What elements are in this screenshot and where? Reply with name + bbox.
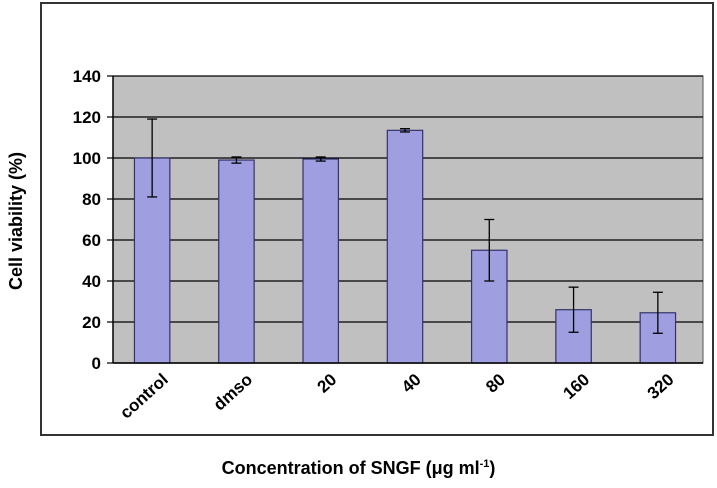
- x-tick-label: 20: [314, 370, 341, 397]
- x-tick-label: 160: [559, 370, 593, 403]
- y-axis-label: Cell viability (%): [6, 152, 26, 290]
- x-tick-label: 80: [482, 370, 509, 397]
- x-tick-label: control: [116, 370, 172, 423]
- x-tick-label: 40: [398, 370, 425, 397]
- bar-40: [386, 129, 424, 364]
- y-tick-label: 0: [92, 354, 101, 373]
- bar-dmso: [218, 159, 255, 364]
- y-tick-label: 140: [73, 67, 101, 86]
- y-tick-label: 100: [73, 149, 101, 168]
- y-tick-label: 80: [82, 190, 101, 209]
- y-tick-label: 120: [73, 108, 101, 127]
- y-tick-label: 20: [82, 313, 101, 332]
- bar-20: [302, 158, 340, 364]
- y-tick-label: 60: [82, 231, 101, 250]
- x-axis-label-main: Concentration of SNGF (μg ml: [221, 458, 480, 478]
- x-tick-label: 320: [644, 370, 678, 403]
- y-tick-label: 40: [82, 272, 101, 291]
- x-tick-label: dmso: [210, 370, 256, 414]
- x-axis-label-end: ): [489, 458, 496, 478]
- x-axis-label: Concentration of SNGF (μg ml-1): [0, 458, 717, 479]
- x-axis-label-sup: -1: [479, 458, 490, 470]
